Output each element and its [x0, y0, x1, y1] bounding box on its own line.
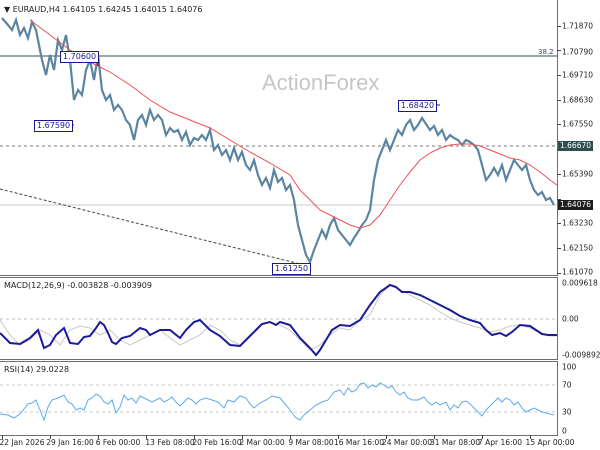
price-axis-label: 1.69710: [562, 70, 594, 80]
price-axis-label: 1.65390: [562, 169, 594, 179]
time-axis-label: 2 Mar 00:00: [239, 438, 285, 447]
annotation-high-1: 1.70600: [60, 51, 100, 63]
triangle-down-icon[interactable]: ▼: [4, 5, 11, 14]
macd-axis-bottom: -0.009892: [562, 350, 600, 360]
rsi-line: [0, 382, 555, 422]
moving-average-line: [29, 19, 558, 229]
macd-signal-line: [0, 284, 557, 351]
time-axis-label: 7 Apr 16:00: [477, 438, 523, 447]
macd-title: MACD(12,26,9) -0.003828 -0.003909: [4, 281, 152, 290]
time-axis-label: 6 Feb 00:00: [95, 438, 141, 447]
macd-main-line: [0, 283, 557, 357]
price-axis-label: 1.68630: [562, 95, 594, 105]
time-axis-label: 22 Jan 2026: [0, 438, 45, 447]
trend-line: [0, 188, 301, 265]
rsi-axis-30: 30: [562, 407, 572, 417]
price-axis-label: 1.71870: [562, 21, 594, 31]
fib-label: 38.2: [538, 48, 554, 56]
ohlc-values: 1.64105 1.64245 1.64015 1.64076: [62, 5, 203, 14]
annotation-low-2: 1.61250: [272, 263, 312, 275]
time-axis-label: 15 Apr 00:00: [525, 438, 575, 447]
time-axis-label: 31 Mar 08:00: [429, 438, 481, 447]
time-axis-label: 16 Mar 16:00: [333, 438, 385, 447]
time-axis-label: 29 Jan 16:00: [46, 438, 94, 447]
time-axis-label: 13 Feb 08:00: [145, 438, 195, 447]
current-price-tag: 1.64076: [558, 200, 594, 210]
price-axis-label: 1.62150: [562, 243, 594, 253]
rsi-axis-70: 70: [562, 380, 572, 390]
macd-axis-top: 0.009618: [562, 278, 598, 288]
level-price-tag: 1.66670: [558, 141, 594, 151]
annotation-high-2: 1.68420: [398, 100, 438, 112]
rsi-panel[interactable]: [0, 361, 558, 436]
price-chart-panel[interactable]: [0, 0, 558, 276]
annotation-low-1: 1.67590: [34, 120, 74, 132]
watermark: ActionForex: [262, 70, 380, 95]
price-axis-label: 1.61070: [562, 267, 594, 277]
rsi-axis-0: 0: [562, 426, 567, 436]
price-axis-label: 1.63230: [562, 218, 594, 228]
time-axis-label: 24 Mar 00:00: [381, 438, 433, 447]
rsi-title: RSI(14) 29.0228: [4, 365, 70, 374]
price-axis-label: 1.67550: [562, 119, 594, 129]
rsi-axis-100: 100: [562, 362, 577, 372]
time-axis-label: 20 Feb 16:00: [192, 438, 242, 447]
symbol-label: EURAUD,H4: [12, 5, 60, 14]
macd-axis-zero: 0.00: [562, 314, 579, 324]
time-axis-label: 9 Mar 08:00: [288, 438, 334, 447]
chart-title[interactable]: ▼ EURAUD,H4 1.64105 1.64245 1.64015 1.64…: [4, 5, 203, 14]
price-axis-label: 1.70790: [562, 47, 594, 57]
